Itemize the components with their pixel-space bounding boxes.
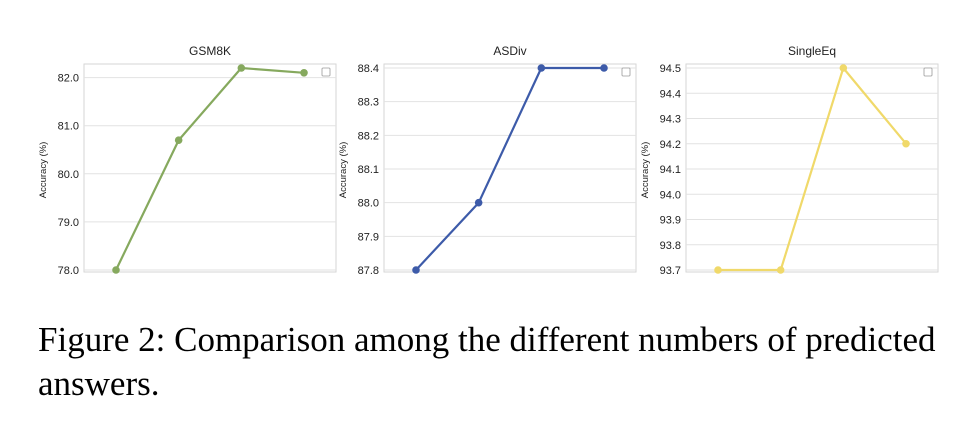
y-tick-label: 94.3 — [660, 114, 681, 126]
y-tick-label: 93.8 — [660, 240, 681, 252]
data-point — [776, 266, 785, 274]
data-point — [112, 266, 120, 274]
y-tick-label: 94.1 — [660, 164, 681, 176]
data-point — [902, 139, 910, 148]
y-axis-label: Accuracy (%) — [38, 142, 49, 198]
legend-box — [621, 67, 631, 77]
chart-title: SingleEq — [788, 44, 836, 58]
y-tick-label: 88.2 — [358, 130, 379, 142]
chart-panel-singleeq: 93.7 93.8 93.9 94.0 94.1 94.2 94.3 94.4 94.5 Sing… — [640, 44, 939, 277]
y-tick-label: 93.7 — [660, 265, 681, 277]
figure-charts: 78.0 79.0 80.0 81.0 82.0 GSM8K Accuracy (%) 87… — [38, 44, 939, 277]
y-tick-label: 79.0 — [58, 217, 79, 229]
plot-frame — [383, 63, 637, 273]
data-point — [474, 198, 483, 207]
chart-title: ASDiv — [493, 44, 526, 58]
data-point — [237, 64, 246, 72]
y-tick-label: 81.0 — [58, 121, 79, 133]
y-tick-label: 94.2 — [660, 139, 681, 151]
data-point — [714, 266, 722, 274]
y-tick-label: 87.9 — [358, 231, 379, 243]
y-tick-label: 88.3 — [358, 97, 379, 109]
chart-title: GSM8K — [189, 44, 231, 58]
chart-panel-asdiv: 87.8 87.9 88.0 88.1 88.2 88.3 88.4 ASDiv Accurac… — [338, 44, 637, 277]
data-point — [174, 136, 183, 144]
series-line — [115, 66, 305, 271]
series-line — [718, 66, 907, 272]
y-tick-label: 94.4 — [660, 88, 681, 100]
data-point — [300, 69, 308, 77]
y-tick-label: 88.0 — [358, 198, 379, 210]
y-tick-label: 78.0 — [58, 265, 79, 277]
y-tick-label: 93.9 — [660, 215, 681, 227]
y-axis-label: Accuracy (%) — [338, 142, 349, 198]
y-tick-label: 94.0 — [660, 189, 681, 201]
chart-panel-gsm8k: 78.0 79.0 80.0 81.0 82.0 GSM8K Accuracy (%) — [38, 44, 337, 277]
y-tick-label: 88.1 — [358, 164, 379, 176]
y-tick-label: 87.8 — [358, 265, 379, 277]
figure-caption: Figure 2: Comparison among the different… — [38, 320, 936, 403]
y-tick-label: 82.0 — [58, 73, 79, 85]
y-axis-label: Accuracy (%) — [640, 142, 651, 198]
series-line — [415, 66, 604, 271]
data-point — [839, 64, 848, 72]
legend-box — [923, 67, 933, 77]
y-tick-label: 80.0 — [58, 169, 79, 181]
plot-frame — [83, 63, 337, 273]
data-point — [537, 64, 546, 72]
y-tick-label: 88.4 — [358, 63, 379, 75]
data-point — [412, 266, 420, 274]
data-point — [600, 64, 608, 72]
legend-box — [321, 67, 331, 77]
y-tick-label: 94.5 — [660, 63, 681, 75]
